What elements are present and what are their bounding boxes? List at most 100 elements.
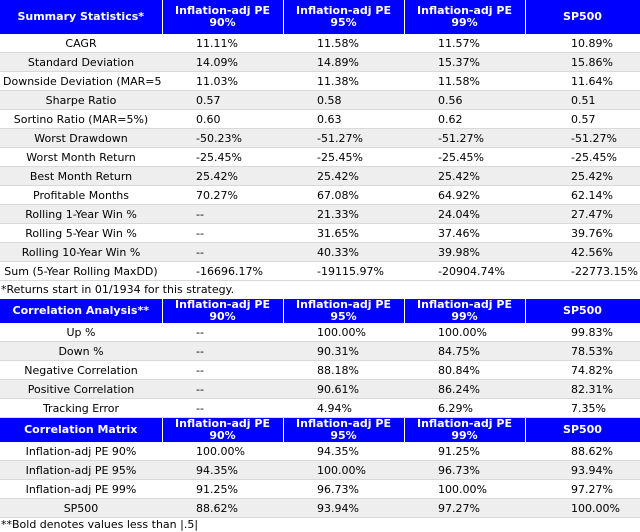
- value-cell: 74.82%: [525, 360, 640, 380]
- value-cell: 86.24%: [404, 379, 525, 399]
- row-label-cell: SP500: [0, 498, 162, 518]
- value-cell: 88.18%: [283, 360, 404, 380]
- value-cell: 21.33%: [283, 204, 404, 224]
- value-cell: 40.33%: [283, 242, 404, 262]
- summary-header-cell: SP500: [525, 0, 640, 34]
- value-cell: 0.56: [404, 90, 525, 110]
- row-label-cell: Down %: [0, 341, 162, 361]
- value-cell: 31.65%: [283, 223, 404, 243]
- value-cell: 0.58: [283, 90, 404, 110]
- value-cell: 0.57: [162, 90, 283, 110]
- summary-row: Sharpe Ratio 0.57 0.58 0.56 0.51: [0, 90, 640, 110]
- row-label-cell: Profitable Months: [0, 185, 162, 205]
- value-cell: 93.94%: [525, 460, 640, 480]
- value-cell: 100.00%: [525, 498, 640, 518]
- row-label-cell: Tracking Error: [0, 398, 162, 418]
- value-cell: 62.14%: [525, 185, 640, 205]
- value-cell: 11.64%: [525, 71, 640, 91]
- value-cell: --: [162, 398, 283, 418]
- value-cell: 39.76%: [525, 223, 640, 243]
- matrix-header-cell: SP500: [525, 418, 640, 442]
- value-cell: 94.35%: [162, 460, 283, 480]
- value-cell: 11.58%: [404, 71, 525, 91]
- matrix-body: Inflation-adj PE 90% 100.00% 94.35% 91.25% 8…: [0, 442, 640, 518]
- row-label-cell: Rolling 1-Year Win %: [0, 204, 162, 224]
- value-cell: -20904.74%: [404, 261, 525, 281]
- correlation-row: Positive Correlation -- 90.61% 86.24% 82.31%: [0, 379, 640, 399]
- summary-footnote: *Returns start in 01/1934 for this strat…: [0, 281, 640, 299]
- row-label-cell: Rolling 10-Year Win %: [0, 242, 162, 262]
- value-cell: 70.27%: [162, 185, 283, 205]
- matrix-header-cell: Inflation-adj PE 95%: [283, 418, 405, 442]
- value-cell: 96.73%: [404, 460, 525, 480]
- summary-row: Sum (5-Year Rolling MaxDD) -16696.17% -191…: [0, 261, 640, 281]
- value-cell: --: [162, 379, 283, 399]
- value-cell: 100.00%: [283, 323, 404, 342]
- value-cell: --: [162, 341, 283, 361]
- summary-header-cell: Inflation-adj PE 99%: [404, 0, 526, 34]
- row-label-cell: Inflation-adj PE 99%: [0, 479, 162, 499]
- value-cell: 88.62%: [525, 442, 640, 461]
- matrix-header-cell: Inflation-adj PE 99%: [404, 418, 526, 442]
- correlation-row: Down % -- 90.31% 84.75% 78.53%: [0, 341, 640, 361]
- value-cell: 0.63: [283, 109, 404, 129]
- value-cell: 11.57%: [404, 34, 525, 53]
- summary-header-cell: Summary Statistics*: [0, 0, 163, 34]
- row-label-cell: Inflation-adj PE 90%: [0, 442, 162, 461]
- row-label-cell: Inflation-adj PE 95%: [0, 460, 162, 480]
- correlation-row: Up % -- 100.00% 100.00% 99.83%: [0, 323, 640, 342]
- value-cell: 100.00%: [283, 460, 404, 480]
- row-label-cell: Worst Month Return: [0, 147, 162, 167]
- value-cell: 97.27%: [525, 479, 640, 499]
- value-cell: 11.03%: [162, 71, 283, 91]
- correlation-body: Up % -- 100.00% 100.00% 99.83% Down % -- 90.31%…: [0, 323, 640, 418]
- value-cell: 15.37%: [404, 52, 525, 72]
- summary-row: Downside Deviation (MAR=5%) 11.03% 11.38% 1…: [0, 71, 640, 91]
- value-cell: 80.84%: [404, 360, 525, 380]
- matrix-row: Inflation-adj PE 95% 94.35% 100.00% 96.73% 9…: [0, 460, 640, 480]
- value-cell: 67.08%: [283, 185, 404, 205]
- row-label-cell: Downside Deviation (MAR=5%): [0, 71, 162, 91]
- correlation-header-cell: SP500: [525, 299, 640, 323]
- matrix-header-cell: Inflation-adj PE 90%: [162, 418, 284, 442]
- value-cell: 0.60: [162, 109, 283, 129]
- value-cell: 10.89%: [525, 34, 640, 53]
- summary-row: CAGR 11.11% 11.58% 11.57% 10.89%: [0, 34, 640, 53]
- value-cell: 4.94%: [283, 398, 404, 418]
- row-label-cell: Sum (5-Year Rolling MaxDD): [0, 261, 162, 281]
- value-cell: 25.42%: [525, 166, 640, 186]
- summary-row: Profitable Months 70.27% 67.08% 64.92% 62.14…: [0, 185, 640, 205]
- row-label-cell: Sharpe Ratio: [0, 90, 162, 110]
- value-cell: 14.09%: [162, 52, 283, 72]
- value-cell: -19115.97%: [283, 261, 404, 281]
- value-cell: 37.46%: [404, 223, 525, 243]
- value-cell: 24.04%: [404, 204, 525, 224]
- matrix-row: Inflation-adj PE 90% 100.00% 94.35% 91.25% 8…: [0, 442, 640, 461]
- value-cell: 90.31%: [283, 341, 404, 361]
- summary-row: Standard Deviation 14.09% 14.89% 15.37% 15.8…: [0, 52, 640, 72]
- value-cell: -16696.17%: [162, 261, 283, 281]
- value-cell: 27.47%: [525, 204, 640, 224]
- row-label-cell: Best Month Return: [0, 166, 162, 186]
- value-cell: 78.53%: [525, 341, 640, 361]
- value-cell: 11.38%: [283, 71, 404, 91]
- row-label-cell: Standard Deviation: [0, 52, 162, 72]
- value-cell: 99.83%: [525, 323, 640, 342]
- row-label-cell: Negative Correlation: [0, 360, 162, 380]
- row-label-cell: Positive Correlation: [0, 379, 162, 399]
- value-cell: 91.25%: [162, 479, 283, 499]
- correlation-matrix-table: Correlation Matrix Inflation-adj PE 90% …: [0, 418, 640, 518]
- value-cell: 11.58%: [283, 34, 404, 53]
- value-cell: --: [162, 360, 283, 380]
- value-cell: --: [162, 223, 283, 243]
- value-cell: 6.29%: [404, 398, 525, 418]
- value-cell: 25.42%: [283, 166, 404, 186]
- value-cell: -51.27%: [525, 128, 640, 148]
- value-cell: 90.61%: [283, 379, 404, 399]
- value-cell: 100.00%: [404, 323, 525, 342]
- value-cell: 7.35%: [525, 398, 640, 418]
- value-cell: 25.42%: [162, 166, 283, 186]
- row-label-cell: Rolling 5-Year Win %: [0, 223, 162, 243]
- summary-row: Rolling 10-Year Win % -- 40.33% 39.98% 42.56…: [0, 242, 640, 262]
